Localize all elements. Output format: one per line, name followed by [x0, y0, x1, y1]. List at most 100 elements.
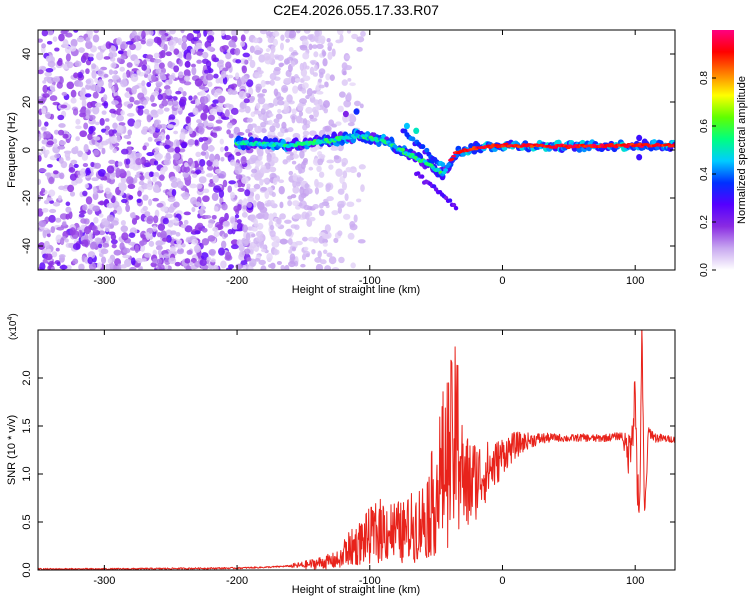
noise-speckle [299, 44, 308, 51]
colorbar-ticks: 0.0 0.2 0.4 0.6 0.8 [699, 71, 716, 277]
noise-speckle [317, 78, 323, 83]
noise-speckle [198, 126, 205, 135]
noise-speckle [253, 218, 258, 227]
noise-speckle [269, 224, 275, 231]
noise-speckle [46, 197, 53, 201]
noise-speckle [61, 221, 67, 227]
noise-speckle [151, 112, 159, 118]
noise-speckle [218, 247, 225, 256]
spectrogram-signal-layer [174, 108, 675, 211]
noise-speckle [45, 229, 52, 234]
noise-speckle [133, 59, 141, 64]
noise-speckle [308, 114, 314, 119]
signal-core [363, 134, 369, 138]
noise-speckle [111, 100, 119, 105]
noise-speckle [279, 213, 286, 220]
noise-speckle [228, 180, 236, 185]
noise-speckle [227, 74, 234, 79]
noise-speckle [245, 128, 251, 134]
noise-speckle [173, 217, 179, 224]
noise-speckle [259, 244, 267, 249]
noise-speckle [341, 162, 347, 167]
noise-speckle [337, 206, 343, 214]
noise-speckle [78, 47, 85, 53]
noise-speckle [262, 103, 270, 111]
noise-speckle [216, 106, 224, 113]
noise-speckle [120, 110, 125, 116]
noise-speckle [299, 150, 305, 159]
noise-speckle [232, 44, 237, 48]
noise-speckle [109, 108, 116, 114]
noise-speckle [212, 264, 219, 270]
noise-speckle [89, 241, 96, 250]
noise-speckle [200, 96, 209, 105]
noise-speckle [207, 145, 215, 152]
noise-speckle [173, 201, 180, 208]
noise-speckle [281, 121, 287, 129]
noise-speckle [202, 188, 210, 194]
noise-speckle [275, 113, 283, 120]
noise-speckle [357, 239, 366, 244]
noise-speckle [93, 30, 100, 34]
noise-speckle [98, 243, 103, 249]
noise-speckle [156, 258, 163, 265]
noise-speckle [87, 133, 93, 141]
noise-speckle [104, 125, 110, 131]
noise-speckle [50, 266, 55, 270]
noise-speckle [93, 136, 101, 141]
noise-speckle [288, 249, 293, 254]
noise-speckle [318, 68, 326, 75]
noise-speckle [49, 208, 57, 214]
noise-speckle [140, 234, 146, 238]
noise-speckle [147, 136, 153, 142]
noise-speckle [184, 162, 189, 168]
noise-speckle [183, 211, 191, 216]
noise-speckle [243, 30, 250, 34]
noise-speckle [52, 201, 61, 207]
noise-speckle [41, 106, 47, 115]
colorbar: 0.0 0.2 0.4 0.6 0.8 Normalized spectral ampl… [699, 30, 748, 277]
noise-speckle [290, 61, 296, 67]
noise-speckle [119, 182, 127, 192]
noise-speckle [226, 129, 231, 135]
noise-speckle [309, 66, 315, 75]
noise-speckle [301, 82, 309, 89]
noise-speckle [153, 90, 160, 96]
noise-speckle [52, 170, 59, 175]
noise-speckle [85, 115, 90, 120]
x-tick-label: -100 [359, 575, 381, 587]
noise-speckle [110, 135, 118, 144]
noise-speckle [165, 51, 172, 57]
noise-speckle [79, 109, 85, 114]
noise-speckle [67, 184, 75, 193]
noise-speckle [223, 233, 229, 238]
noise-speckle [249, 258, 257, 267]
noise-speckle [190, 63, 196, 68]
colorbar-label: Normalized spectral amplitude [736, 76, 748, 224]
noise-speckle [152, 249, 158, 256]
signal-core [553, 146, 558, 149]
noise-speckle [285, 38, 290, 43]
noise-speckle [114, 160, 120, 168]
noise-speckle [183, 81, 192, 86]
noise-speckle [287, 200, 293, 207]
noise-speckle [93, 187, 98, 195]
noise-speckle [195, 151, 202, 158]
noise-speckle [117, 161, 123, 167]
noise-speckle [38, 168, 47, 173]
noise-speckle [241, 65, 247, 74]
noise-speckle [223, 103, 232, 108]
noise-speckle [127, 118, 136, 127]
noise-speckle [154, 147, 160, 153]
noise-speckle [104, 130, 110, 136]
noise-speckle [297, 102, 304, 111]
noise-speckle [192, 107, 199, 116]
noise-speckle [87, 114, 96, 121]
noise-speckle [66, 61, 74, 69]
noise-speckle [153, 172, 160, 177]
noise-speckle [94, 102, 102, 108]
noise-speckle [52, 36, 58, 42]
noise-speckle [146, 114, 152, 123]
